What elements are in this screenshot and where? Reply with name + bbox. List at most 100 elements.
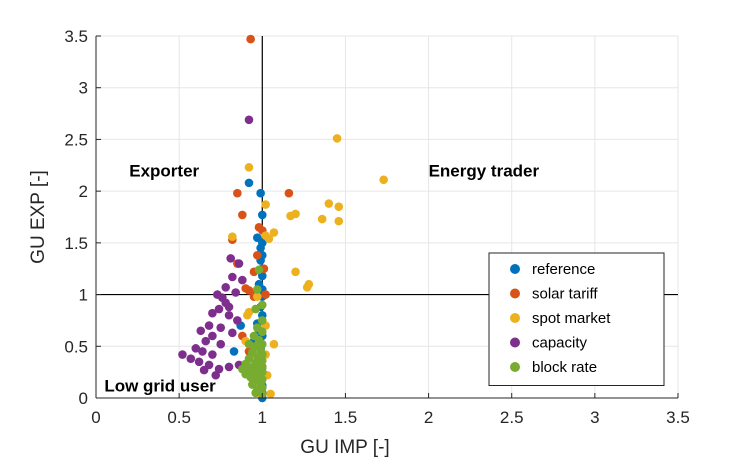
legend-marker	[510, 264, 520, 274]
data-point	[246, 34, 255, 44]
data-point	[332, 134, 342, 143]
y-axis-label: GU EXP [-]	[28, 170, 49, 264]
legend-item: capacity	[510, 335, 588, 352]
data-point	[257, 316, 267, 325]
data-points	[178, 34, 388, 403]
axes-frame	[95, 35, 679, 399]
data-point	[229, 347, 239, 356]
data-point	[224, 310, 234, 320]
data-point	[254, 265, 264, 275]
data-point	[252, 250, 262, 260]
y-tick-label: 2	[79, 182, 88, 201]
data-point	[196, 326, 206, 336]
y-tick-labels: 0 0.5 1 1.5 2 2.5 3 3.5	[64, 27, 88, 408]
series-capacity	[178, 115, 254, 380]
data-point	[266, 389, 275, 399]
legend-item: block rate	[510, 359, 597, 376]
legend-label: solar tariff	[532, 286, 598, 303]
data-point	[264, 234, 274, 244]
legend-marker	[510, 313, 520, 323]
legend-marker	[510, 362, 520, 372]
x-tick-label: 0	[91, 408, 100, 427]
data-point	[256, 243, 265, 253]
x-tick-label: 3.5	[666, 408, 690, 427]
data-point	[244, 286, 254, 295]
data-point	[317, 214, 327, 224]
data-point	[269, 228, 279, 237]
data-point	[226, 254, 235, 263]
legend-item: solar tariff	[510, 286, 598, 303]
region-annotations: Exporter Energy trader Low grid user	[104, 161, 539, 395]
data-point	[334, 216, 344, 226]
data-point	[199, 365, 209, 375]
data-point	[324, 199, 334, 208]
data-point	[302, 283, 312, 292]
y-tick-label: 3	[79, 79, 88, 98]
legend-label: capacity	[532, 335, 588, 352]
x-tick-label: 3	[590, 408, 599, 427]
data-point	[252, 285, 262, 294]
y-tick-label: 1	[79, 286, 88, 305]
data-point	[224, 302, 234, 312]
data-point	[251, 304, 260, 314]
data-point	[334, 202, 344, 211]
legend-marker	[510, 337, 520, 348]
legend-label: reference	[532, 261, 595, 278]
data-point	[186, 354, 196, 363]
region-label: Energy trader	[429, 161, 540, 180]
legend-item: spot market	[510, 310, 611, 327]
data-point	[243, 310, 252, 320]
data-point	[256, 188, 265, 198]
data-point	[261, 200, 270, 209]
data-point	[194, 357, 204, 367]
data-point	[201, 336, 211, 346]
x-axis-label: GU IMP [-]	[300, 437, 389, 458]
data-point	[228, 232, 237, 241]
y-tick-label: 0.5	[64, 337, 88, 356]
x-tick-label: 2	[424, 408, 433, 427]
data-point	[214, 304, 224, 314]
data-point	[208, 331, 217, 341]
x-tick-label: 2.5	[500, 408, 524, 427]
data-point	[216, 323, 226, 332]
legend-item: reference	[510, 261, 595, 278]
data-point	[178, 350, 187, 359]
x-tick-label: 1	[258, 408, 267, 427]
data-point	[244, 339, 254, 349]
data-point	[231, 288, 240, 297]
series-block-rate	[238, 265, 267, 399]
data-point	[208, 350, 217, 359]
data-point	[211, 370, 221, 380]
data-point	[261, 290, 270, 299]
data-point	[244, 163, 254, 172]
data-point	[234, 259, 244, 268]
x-tick-labels: 0 0.5 1 1.5 2 2.5 3 3.5	[91, 408, 690, 427]
data-point	[244, 115, 254, 125]
data-point	[228, 328, 237, 338]
region-label: Exporter	[129, 161, 199, 180]
data-point	[257, 327, 267, 337]
data-point	[251, 388, 260, 398]
data-point	[269, 339, 279, 349]
data-point	[233, 316, 242, 325]
y-tick-label: 2.5	[64, 130, 88, 149]
data-point	[191, 344, 201, 353]
data-point	[238, 210, 247, 220]
data-point	[216, 339, 226, 349]
data-point	[379, 175, 388, 185]
y-tick-label: 1.5	[64, 234, 88, 253]
data-point	[198, 347, 207, 356]
x-tick-label: 1.5	[334, 408, 358, 427]
data-point	[221, 283, 231, 292]
x-tick-label: 0.5	[167, 408, 191, 427]
legend: reference solar tariff spot market capacity…	[488, 252, 665, 386]
data-point	[204, 321, 214, 330]
region-label: Low grid user	[104, 377, 216, 396]
y-tick-label: 0	[79, 389, 88, 408]
legend-label: spot market	[532, 310, 611, 327]
data-point	[233, 188, 242, 198]
legend-marker	[510, 288, 520, 299]
data-point	[257, 210, 267, 220]
y-tick-label: 3.5	[64, 27, 88, 46]
data-point	[224, 362, 234, 372]
